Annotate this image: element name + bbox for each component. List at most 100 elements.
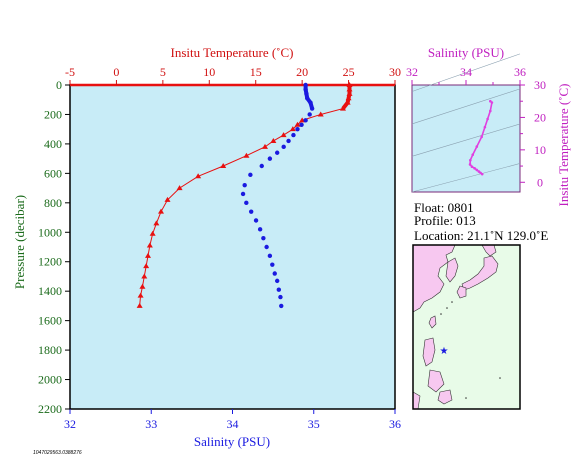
salinity-point — [303, 82, 308, 88]
ts-salinity-tick-label: 36 — [514, 65, 526, 79]
salinity-point — [299, 122, 304, 127]
salinity-point — [270, 262, 275, 267]
ts-series — [468, 99, 494, 176]
pressure-tick-label: 2200 — [38, 402, 62, 416]
float-info: Float: 0801 Profile: 013 Location: 21.1˚… — [414, 200, 548, 243]
ts-salinity-tick-label: 32 — [406, 65, 418, 79]
temperature-tick-label: 30 — [389, 65, 401, 79]
salinity-point — [286, 138, 291, 144]
land-taiwan — [428, 315, 437, 329]
ts-salinity-axis-title: Salinity (PSU) — [428, 45, 504, 60]
land-mindanao — [437, 389, 453, 405]
salinity-point — [274, 150, 280, 155]
density-contours — [411, 53, 521, 193]
temperature-point — [346, 86, 353, 92]
salinity-point — [279, 303, 284, 309]
temperature-point — [340, 105, 346, 111]
temperature-point — [143, 263, 150, 269]
land-luzon — [422, 337, 436, 367]
temperature-point — [344, 99, 351, 105]
temperature-point — [346, 90, 353, 96]
land-korea — [445, 257, 459, 283]
salinity-tick-label: 32 — [64, 417, 76, 431]
ts-temperature-ticks: 0 10 20 30 — [520, 78, 546, 189]
ts-point — [490, 101, 494, 104]
salinity-tick-label: 34 — [227, 417, 239, 431]
temperature-point — [262, 143, 268, 149]
ts-point — [486, 117, 489, 121]
pressure-axis-ticks: 0 200 400 600 800 1000 1200 1400 1600 1800 2000 220… — [38, 78, 70, 416]
pressure-tick-label: 1400 — [38, 284, 62, 298]
salinity-point — [295, 126, 300, 132]
land-japan-main — [461, 255, 499, 291]
island-dot — [451, 301, 453, 303]
salinity-point — [264, 244, 269, 250]
footer-id: 1047029563.0388276 — [33, 450, 82, 456]
salinity-series — [240, 82, 315, 309]
ts-plot-background — [411, 84, 521, 193]
salinity-point — [267, 156, 273, 161]
density-contour — [411, 88, 521, 125]
ts-salinity-ticks: 32 34 36 — [406, 65, 526, 85]
profile-number: Profile: 013 — [414, 213, 476, 228]
temperature-tick-label: 0 — [113, 65, 119, 79]
ts-line — [469, 100, 493, 175]
temperature-point — [280, 132, 287, 138]
temperature-axis-title: Insitu Temperature (˚C) — [170, 45, 293, 60]
ts-point — [473, 167, 476, 170]
pressure-tick-label: 600 — [44, 166, 62, 180]
temperature-tick-label: 10 — [203, 65, 215, 79]
temperature-tick-label: 25 — [343, 65, 355, 79]
location: Location: 21.1˚N 129.0˚E — [414, 228, 548, 243]
ts-temperature-axis-title: Insitu Temperature (˚C) — [556, 83, 571, 206]
salinity-tick-label: 36 — [389, 417, 401, 431]
pressure-tick-label: 200 — [44, 107, 62, 121]
float-number: Float: 0801 — [414, 200, 474, 215]
pressure-tick-label: 400 — [44, 137, 62, 151]
salinity-point — [257, 227, 263, 232]
temperature-point — [294, 121, 301, 127]
island-dot — [465, 397, 467, 399]
island-dot — [440, 313, 442, 315]
salinity-point — [303, 87, 308, 92]
pressure-tick-label: 1200 — [38, 255, 62, 269]
temperature-point — [164, 196, 171, 202]
ts-point — [480, 172, 484, 176]
salinity-point — [309, 106, 315, 111]
temperature-point — [146, 242, 153, 248]
island-dot — [499, 377, 501, 379]
temperature-point — [195, 173, 202, 179]
salinity-point — [303, 118, 308, 123]
salinity-point — [274, 278, 280, 284]
salinity-point — [261, 235, 266, 241]
salinity-point — [272, 271, 277, 276]
ts-point — [470, 165, 474, 169]
density-contour — [411, 53, 521, 92]
salinity-point — [278, 294, 283, 300]
ts-point — [471, 153, 475, 157]
salinity-point — [253, 218, 259, 223]
pressure-tick-label: 1600 — [38, 314, 62, 328]
salinity-tick-label: 35 — [308, 417, 320, 431]
temperature-axis-ticks: -5 0 5 10 15 20 25 30 — [65, 65, 401, 85]
temperature-tick-label: -5 — [65, 65, 75, 79]
temperature-tick-label: 5 — [160, 65, 166, 79]
temperature-tick-label: 20 — [296, 65, 308, 79]
ts-point — [489, 109, 492, 113]
pressure-tick-label: 2000 — [38, 373, 62, 387]
ts-temperature-tick-label: 20 — [534, 110, 546, 124]
ts-temperature-tick-label: 10 — [534, 143, 546, 157]
ts-point — [475, 145, 479, 148]
land-philippines-south — [427, 369, 445, 393]
temperature-point — [220, 163, 227, 168]
salinity-point — [267, 253, 273, 259]
temperature-point — [141, 273, 148, 279]
location-map: ★ — [412, 244, 521, 410]
ts-temperature-tick-label: 0 — [537, 175, 543, 189]
salinity-point — [305, 96, 310, 101]
temperature-point — [158, 208, 164, 214]
salinity-point — [240, 191, 246, 197]
temperature-point — [139, 283, 146, 289]
pressure-tick-label: 1000 — [38, 225, 62, 239]
main-profile-plot: -5 0 5 10 15 20 25 30 32 33 34 35 36 02004006008001… — [12, 45, 401, 449]
